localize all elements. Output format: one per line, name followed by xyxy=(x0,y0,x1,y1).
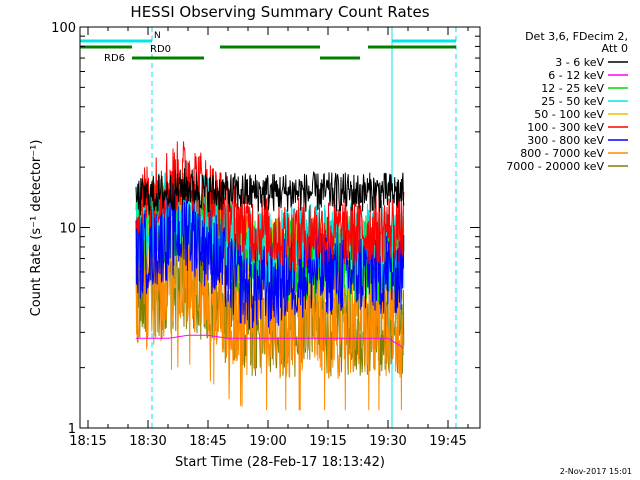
legend-entry-label: 100 - 300 keV xyxy=(527,121,604,134)
legend-entry-label: 6 - 12 keV xyxy=(548,69,604,82)
series-trace-1 xyxy=(136,334,405,349)
x-tick-label: 19:45 xyxy=(429,434,466,449)
legend-entry-label: 50 - 100 keV xyxy=(534,108,604,121)
x-axis: 18:15 18:30 18:45 19:00 19:15 19:30 19:45 xyxy=(69,27,469,449)
x-tick-label: 19:15 xyxy=(309,434,346,449)
flag-label-rd0: RD0 xyxy=(150,44,171,55)
series-layer xyxy=(135,141,405,411)
legend-title-line2: Att 0 xyxy=(602,42,628,55)
legend-entry-label: 25 - 50 keV xyxy=(541,95,604,108)
y-tick-label: 10 xyxy=(59,222,76,237)
chart-title: HESSI Observing Summary Count Rates xyxy=(130,3,429,21)
legend-entry-label: 300 - 800 keV xyxy=(527,134,604,147)
legend-entry-label: 12 - 25 keV xyxy=(541,82,604,95)
observing-flags: N RD0 RD6 xyxy=(80,31,456,64)
y-tick-label: 100 xyxy=(51,21,76,36)
x-tick-label: 19:30 xyxy=(369,434,406,449)
x-axis-label: Start Time (28-Feb-17 18:13:42) xyxy=(175,455,385,470)
y-tick-label: 1 xyxy=(68,422,76,437)
y-axis: 1 10 100 xyxy=(51,21,480,437)
y-axis-label: Count Rate (s⁻¹ detector⁻¹) xyxy=(29,140,44,317)
legend-title-line1: Det 3,6, FDecim 2, xyxy=(525,30,628,43)
flag-label-n: N xyxy=(154,31,161,41)
legend-entry-label: 3 - 6 keV xyxy=(555,56,604,69)
series-trace-0 xyxy=(135,168,405,216)
x-tick-label: 19:00 xyxy=(249,434,286,449)
x-tick-label: 18:15 xyxy=(69,434,106,449)
flag-label-rd6: RD6 xyxy=(104,53,125,64)
x-tick-label: 18:45 xyxy=(189,434,226,449)
footer-date: 2-Nov-2017 15:01 xyxy=(560,467,632,476)
legend-entry-label: 800 - 7000 keV xyxy=(520,147,604,160)
legend-entry-label: 7000 - 20000 keV xyxy=(506,160,604,173)
x-tick-label: 18:30 xyxy=(129,434,166,449)
